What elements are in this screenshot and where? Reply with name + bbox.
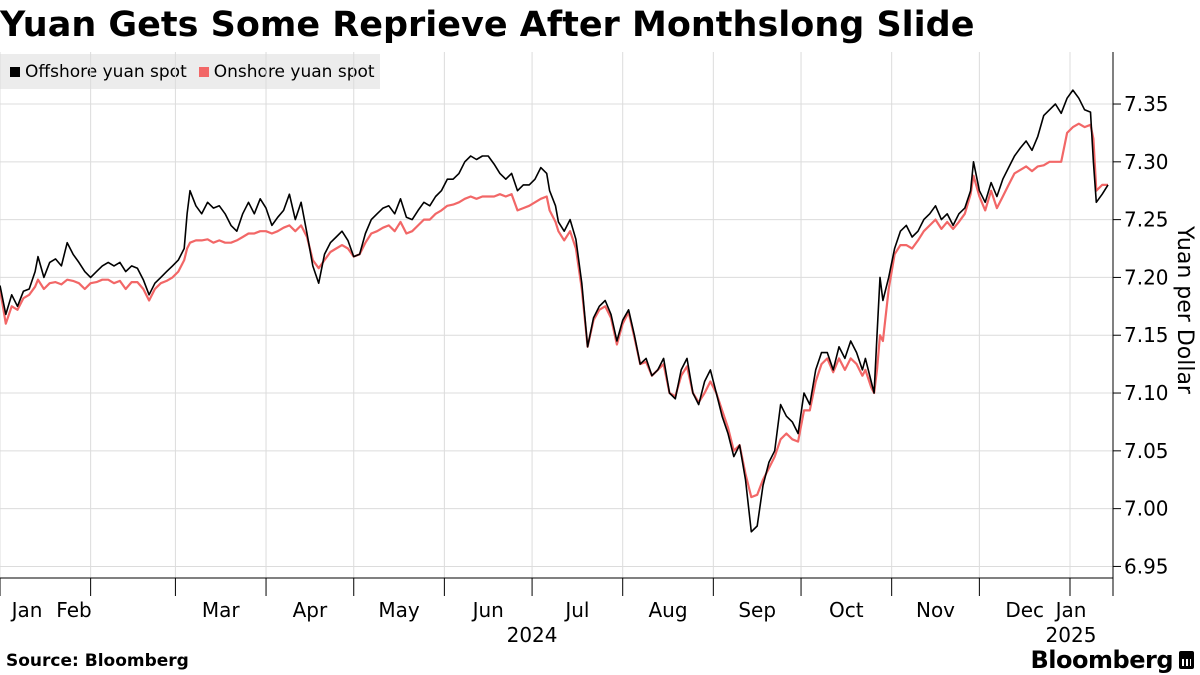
y-tick-label: 7.15 [1124,323,1169,347]
x-tick-label: Jan [1054,598,1087,622]
x-tick-label: May [378,598,420,622]
y-tick-label: 7.35 [1124,92,1169,116]
y-tick-label: 7.00 [1124,497,1169,521]
brand-logo: Bloomberg [1031,646,1194,674]
series-line-offshore [0,89,1109,533]
x-tick-label: Oct [829,598,864,622]
x-tick-label: Jun [471,598,504,622]
x-tick-label: Jul [563,598,589,622]
source-note: Source: Bloomberg [6,651,189,671]
chart-title: Yuan Gets Some Reprieve After Monthslong… [0,5,975,45]
y-tick-label: 7.30 [1124,150,1169,174]
y-axis-title: Yuan per Dollar [1172,225,1197,395]
legend: Offshore yuan spot Onshore yuan spot [0,54,380,89]
y-tick-label: 7.25 [1124,208,1169,232]
axes: 6.95 7.00 7.05 7.10 7.15 7.20 7.25 7.30 7.35 Jan F… [0,52,1197,647]
x-year-label: 2025 [1046,623,1097,647]
brand-name: Bloomberg [1030,646,1174,674]
series-lines [0,89,1109,533]
legend-swatch-onshore [198,66,209,77]
x-tick-label: Dec [1005,598,1044,622]
series-line-onshore [0,122,1108,499]
legend-item-offshore: Offshore yuan spot [10,62,187,82]
x-year-label: 2024 [507,623,558,647]
x-tick-label: Feb [56,598,91,622]
legend-label-onshore: Onshore yuan spot [213,61,375,82]
gridlines [0,52,1113,578]
y-tick-label: 7.10 [1124,381,1169,405]
x-tick-label: Apr [293,598,328,622]
bloomberg-terminal-icon [1179,651,1194,669]
legend-item-onshore: Onshore yuan spot [198,61,375,82]
x-tick-label: Aug [648,598,687,622]
x-tick-label: Sep [738,598,776,622]
y-tick-label: 7.05 [1124,439,1169,463]
y-tick-label: 6.95 [1124,554,1169,578]
x-tick-label: Jan [10,598,43,622]
y-tick-label: 7.20 [1124,265,1169,289]
legend-label-offshore: Offshore yuan spot [25,61,187,82]
x-tick-label: Nov [916,598,955,622]
legend-swatch-offshore [10,66,20,77]
x-tick-label: Mar [202,598,241,622]
